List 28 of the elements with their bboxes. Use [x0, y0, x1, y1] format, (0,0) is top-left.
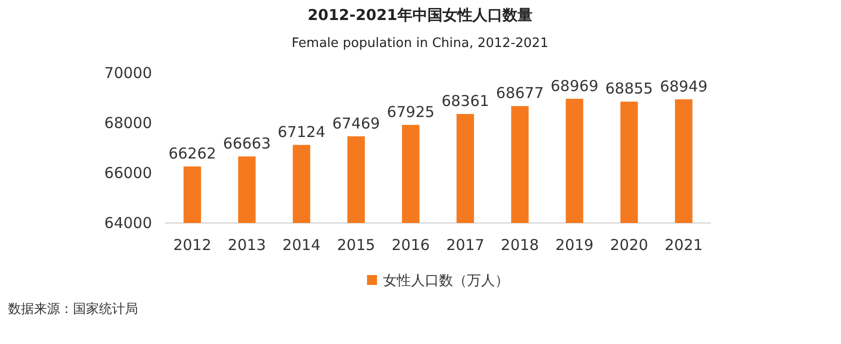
data-label: 68855: [605, 80, 653, 98]
y-tick-label: 68000: [104, 114, 152, 132]
chart-subtitle: Female population in China, 2012-2021: [292, 36, 548, 51]
chart-title: 2012-2021年中国女性人口数量: [308, 6, 532, 24]
x-tick-label: 2021: [664, 236, 703, 254]
x-tick-label: 2014: [282, 236, 321, 254]
data-label: 67469: [332, 114, 380, 132]
data-label: 66663: [223, 134, 271, 152]
y-tick-label: 66000: [104, 164, 152, 182]
data-label: 68949: [660, 77, 708, 96]
data-label: 66262: [168, 144, 216, 162]
data-label: 68677: [496, 84, 544, 102]
data-label: 68361: [441, 92, 490, 110]
data-label: 68969: [550, 76, 598, 95]
x-tick-label: 2016: [392, 236, 430, 254]
source-note: 数据来源：国家统计局: [8, 301, 138, 317]
data-label: 67124: [278, 122, 326, 141]
y-tick-label: 64000: [104, 214, 152, 232]
x-tick-label: 2020: [610, 236, 648, 254]
x-tick-label: 2015: [337, 236, 376, 254]
x-tick-label: 2012: [173, 236, 212, 254]
x-tick-label: 2019: [555, 236, 594, 254]
x-tick-label: 2017: [446, 236, 484, 254]
data-label: 67925: [386, 102, 435, 121]
x-tick-label: 2013: [228, 236, 266, 254]
y-tick-label: 70000: [104, 64, 152, 82]
x-tick-label: 2018: [500, 236, 539, 254]
legend-label: 女性人口数（万人）: [383, 273, 509, 289]
